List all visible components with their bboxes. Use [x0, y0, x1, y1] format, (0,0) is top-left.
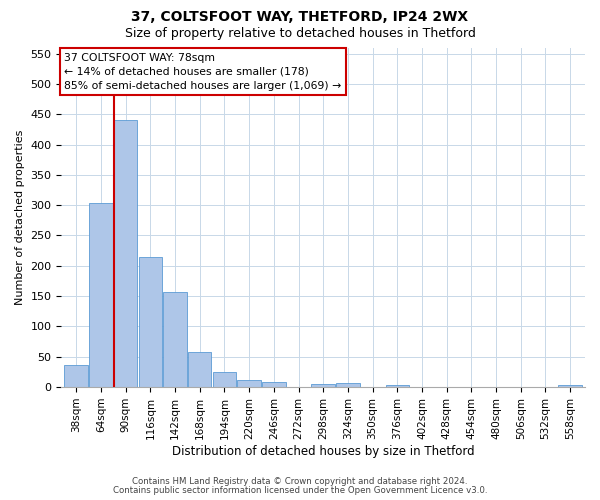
Bar: [89, 204, 113, 387]
Bar: [64, 366, 88, 387]
Text: Contains public sector information licensed under the Open Government Licence v3: Contains public sector information licen…: [113, 486, 487, 495]
Bar: [188, 352, 211, 387]
Bar: [336, 383, 359, 387]
Text: Contains HM Land Registry data © Crown copyright and database right 2024.: Contains HM Land Registry data © Crown c…: [132, 477, 468, 486]
Bar: [386, 386, 409, 387]
Text: Size of property relative to detached houses in Thetford: Size of property relative to detached ho…: [125, 28, 475, 40]
Bar: [238, 380, 261, 387]
X-axis label: Distribution of detached houses by size in Thetford: Distribution of detached houses by size …: [172, 444, 475, 458]
Bar: [114, 120, 137, 387]
Y-axis label: Number of detached properties: Number of detached properties: [15, 130, 25, 305]
Bar: [559, 384, 582, 387]
Bar: [311, 384, 335, 387]
Bar: [212, 372, 236, 387]
Text: 37 COLTSFOOT WAY: 78sqm
← 14% of detached houses are smaller (178)
85% of semi-d: 37 COLTSFOOT WAY: 78sqm ← 14% of detache…: [64, 52, 341, 90]
Bar: [262, 382, 286, 387]
Bar: [139, 256, 162, 387]
Text: 37, COLTSFOOT WAY, THETFORD, IP24 2WX: 37, COLTSFOOT WAY, THETFORD, IP24 2WX: [131, 10, 469, 24]
Bar: [163, 292, 187, 387]
